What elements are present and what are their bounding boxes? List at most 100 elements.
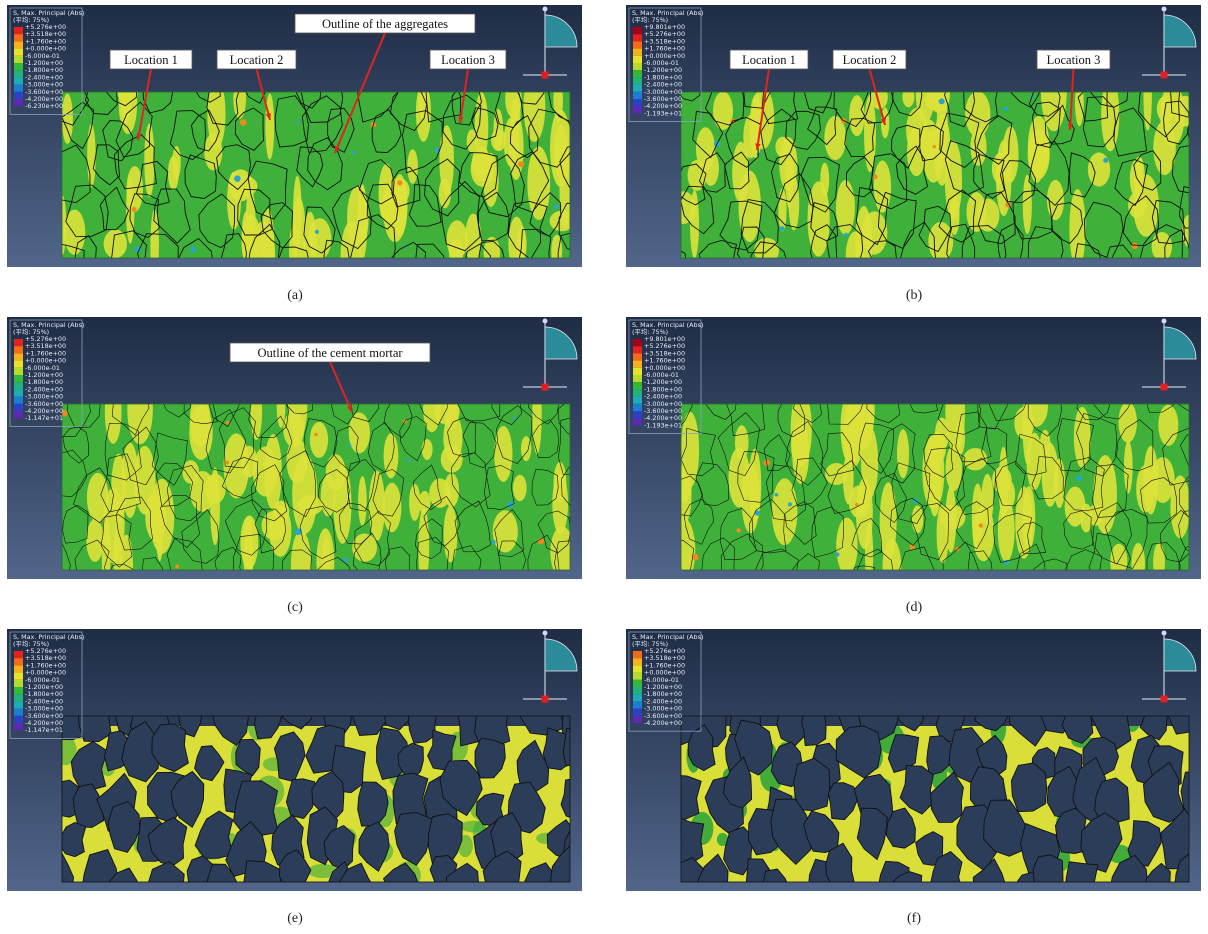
legend-swatch: [633, 680, 642, 687]
tension-zone: [965, 91, 990, 137]
tension-zone: [321, 475, 336, 517]
tension-zone: [849, 95, 865, 136]
legend-swatch: [633, 34, 642, 41]
hot-spot: [234, 175, 241, 182]
panel-caption: (f): [874, 911, 954, 927]
simulation-panel: S, Max. Principal (Abs)(平均: 75%)+9.801e+…: [626, 317, 1201, 579]
tension-zone: [352, 534, 377, 562]
legend-swatch: [633, 368, 642, 375]
legend-swatch: [14, 27, 23, 34]
hot-spot: [352, 151, 356, 155]
legend-swatch: [14, 651, 23, 658]
tension-zone: [945, 486, 956, 552]
legend-swatch: [633, 346, 642, 353]
legend-swatch: [633, 418, 642, 425]
figure: S, Max. Principal (Abs)(平均: 75%)+5.276e+…: [0, 0, 1208, 934]
triad-origin: [1161, 384, 1168, 391]
triad-tip: [543, 631, 548, 636]
tension-zone: [743, 115, 758, 159]
aggregate-void: [1011, 763, 1046, 812]
hot-spot: [736, 528, 740, 532]
hot-spot: [175, 564, 179, 568]
hot-spot: [844, 233, 848, 237]
legend-swatch: [633, 41, 642, 48]
tension-zone: [265, 93, 274, 159]
tension-zone: [897, 429, 909, 478]
hot-spot: [835, 553, 839, 557]
legend-swatch: [14, 339, 23, 346]
legend-swatch: [14, 389, 23, 396]
legend-swatch: [633, 716, 642, 723]
hot-spot: [397, 180, 402, 185]
legend-swatch: [14, 709, 23, 716]
legend-swatch: [633, 709, 642, 716]
hot-spot: [873, 175, 877, 179]
hot-spot: [979, 523, 983, 527]
legend-swatch: [633, 382, 642, 389]
legend-swatch: [633, 56, 642, 63]
legend-swatch: [633, 353, 642, 360]
annotation-label: Outline of the aggregates: [322, 17, 448, 31]
legend-swatch: [633, 92, 642, 99]
legend-swatch: [633, 701, 642, 708]
legend-swatch: [14, 665, 23, 672]
legend-swatch: [633, 651, 642, 658]
tension-zone: [862, 211, 888, 254]
legend-swatch: [633, 404, 642, 411]
legend-swatch: [633, 63, 642, 70]
legend-swatch: [14, 63, 23, 70]
legend-swatch: [14, 85, 23, 92]
panel-caption: (b): [874, 288, 954, 304]
tension-zone: [552, 472, 568, 534]
tension-zone: [1069, 189, 1085, 267]
legend-swatch: [14, 694, 23, 701]
legend-swatch: [14, 658, 23, 665]
tension-zone: [62, 93, 73, 143]
tension-zone: [86, 519, 103, 562]
legend-value: -1.147e+01: [25, 414, 63, 422]
legend-value: -1.147e+01: [25, 726, 63, 734]
simulation-panel: S, Max. Principal (Abs)(平均: 75%)+5.276e+…: [7, 317, 582, 579]
legend-swatch: [633, 49, 642, 56]
hot-spot: [855, 503, 859, 507]
hot-spot: [1076, 475, 1082, 481]
tension-zone: [292, 455, 317, 534]
aggregate-void: [794, 758, 830, 810]
tension-zone: [349, 412, 370, 453]
annotation-label: Location 2: [230, 53, 284, 67]
legend-value: -1.193e+01: [644, 421, 682, 429]
tension-zone: [937, 84, 948, 159]
tension-zone: [104, 230, 127, 259]
legend-swatch: [633, 361, 642, 368]
legend-swatch: [633, 673, 642, 680]
legend-swatch: [633, 658, 642, 665]
triad-tip: [1162, 631, 1167, 636]
tension-zone: [912, 505, 924, 533]
tension-zone: [880, 482, 897, 561]
tension-zone: [383, 179, 407, 242]
tension-zone: [241, 446, 257, 478]
legend-swatch: [633, 411, 642, 418]
tension-zone: [145, 491, 166, 541]
tension-zone: [383, 483, 402, 533]
legend-swatch: [14, 70, 23, 77]
legend-swatch: [633, 694, 642, 701]
legend-swatch: [14, 411, 23, 418]
legend-swatch: [14, 375, 23, 382]
tension-zone: [946, 445, 962, 491]
tension-zone: [820, 163, 829, 197]
legend-value: -1.193e+01: [644, 109, 682, 117]
legend-swatch: [633, 85, 642, 92]
triad-tip: [1162, 319, 1167, 324]
legend-swatch: [14, 346, 23, 353]
hot-spot: [788, 502, 792, 506]
hot-spot: [507, 501, 514, 508]
triad-origin: [542, 72, 549, 79]
hot-spot: [314, 433, 318, 437]
tension-zone: [1088, 152, 1110, 186]
hot-spot: [132, 207, 137, 212]
tension-zone: [422, 439, 433, 460]
legend-swatch: [14, 77, 23, 84]
legend-swatch: [14, 680, 23, 687]
tension-zone: [1027, 433, 1043, 490]
